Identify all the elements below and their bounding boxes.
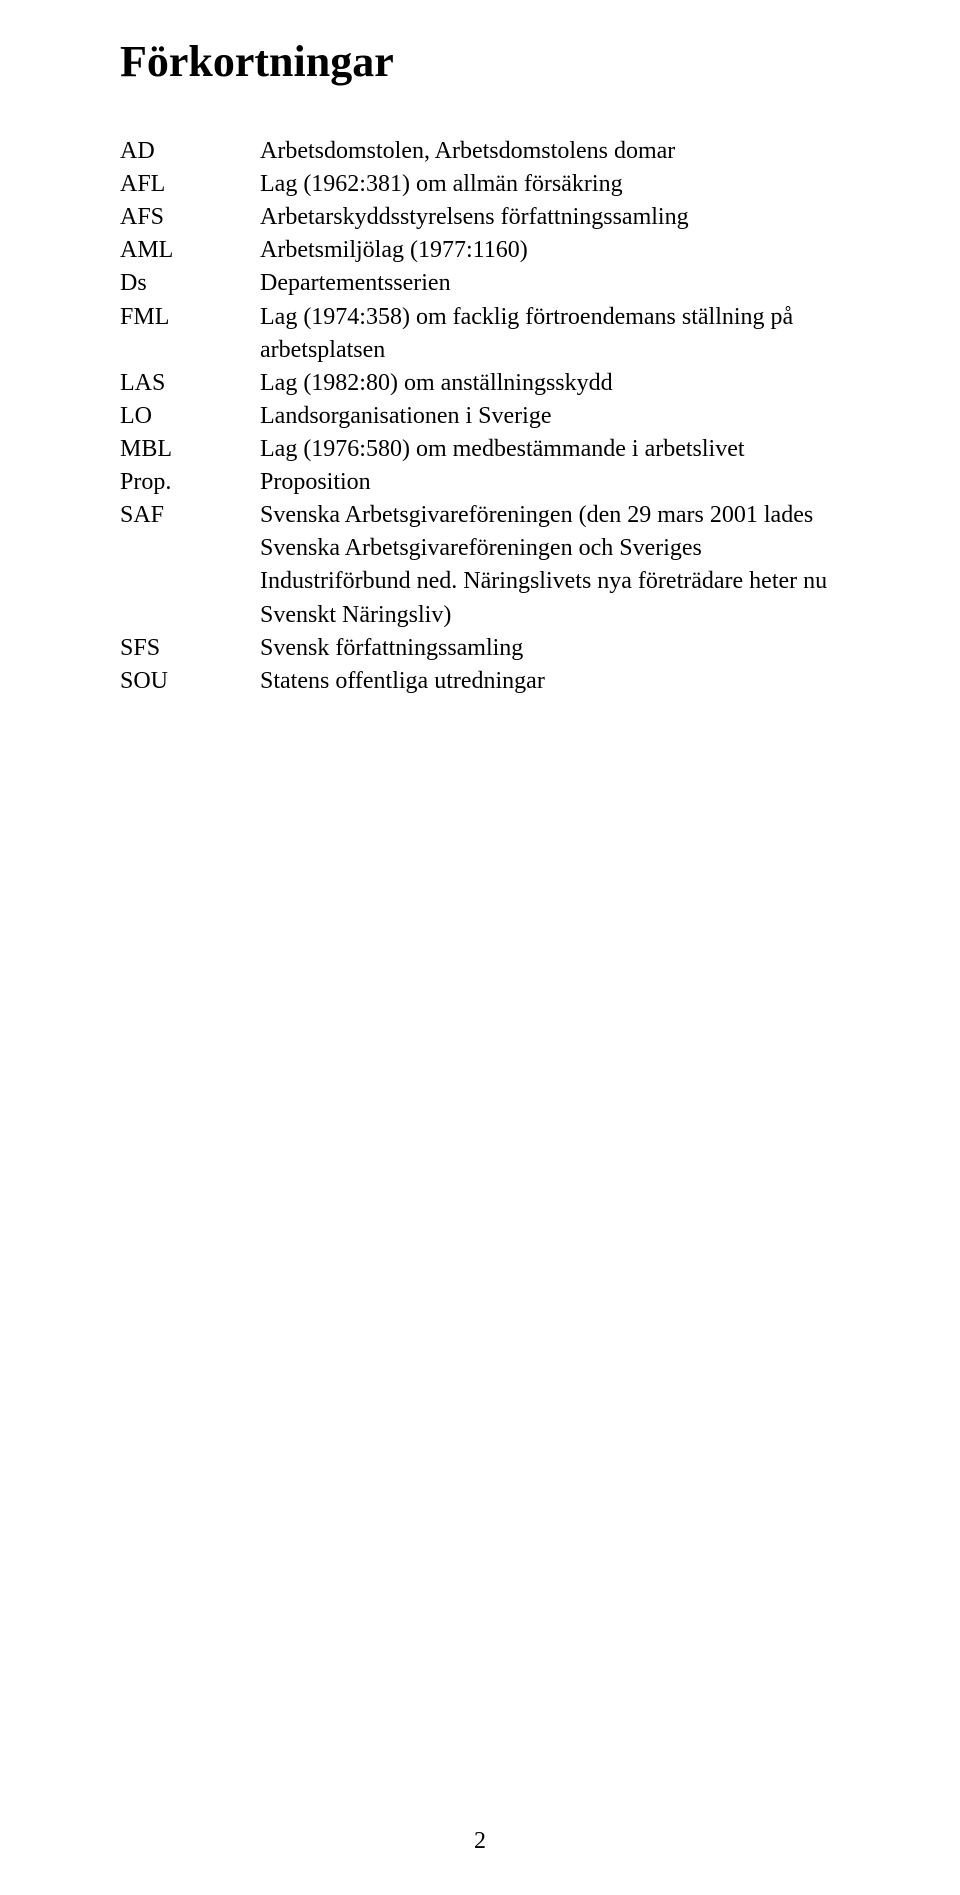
abbr-value: Arbetsdomstolen, Arbetsdomstolens domar: [260, 135, 840, 168]
abbr-value: Lag (1982:80) om anställningsskydd: [260, 367, 840, 400]
abbr-key: AML: [120, 234, 260, 267]
abbr-row: SFS Svensk författningssamling: [120, 632, 840, 665]
abbr-value: Departementsserien: [260, 267, 840, 300]
abbr-value: Svensk författningssamling: [260, 632, 840, 665]
abbr-row: LO Landsorganisationen i Sverige: [120, 400, 840, 433]
abbr-key: LAS: [120, 367, 260, 400]
abbr-value: Proposition: [260, 466, 840, 499]
page-heading: Förkortningar: [120, 36, 840, 87]
abbr-value: Lag (1974:358) om facklig förtroendemans…: [260, 301, 840, 367]
abbr-value: Arbetsmiljölag (1977:1160): [260, 234, 840, 267]
abbr-row: AD Arbetsdomstolen, Arbetsdomstolens dom…: [120, 135, 840, 168]
abbr-row: Ds Departementsserien: [120, 267, 840, 300]
abbr-key: AFS: [120, 201, 260, 234]
abbr-row: SAF Svenska Arbetsgivareföreningen (den …: [120, 499, 840, 631]
abbr-value: Svenska Arbetsgivareföreningen (den 29 m…: [260, 499, 840, 631]
abbr-value: Lag (1976:580) om medbestämmande i arbet…: [260, 433, 840, 466]
abbr-key: Ds: [120, 267, 260, 300]
abbr-key: SAF: [120, 499, 260, 532]
page-number: 2: [0, 1828, 960, 1855]
abbr-key: MBL: [120, 433, 260, 466]
abbr-row: MBL Lag (1976:580) om medbestämmande i a…: [120, 433, 840, 466]
abbr-key: LO: [120, 400, 260, 433]
document-page: Förkortningar AD Arbetsdomstolen, Arbets…: [0, 0, 960, 1895]
abbr-key: FML: [120, 301, 260, 334]
abbr-row: FML Lag (1974:358) om facklig förtroende…: [120, 301, 840, 367]
abbr-key: SFS: [120, 632, 260, 665]
abbr-row: LAS Lag (1982:80) om anställningsskydd: [120, 367, 840, 400]
abbr-value: Landsorganisationen i Sverige: [260, 400, 840, 433]
abbr-row: SOU Statens offentliga utredningar: [120, 665, 840, 698]
abbr-row: Prop. Proposition: [120, 466, 840, 499]
abbr-row: AFS Arbetarskyddsstyrelsens författnings…: [120, 201, 840, 234]
abbr-key: AFL: [120, 168, 260, 201]
abbr-row: AFL Lag (1962:381) om allmän försäkring: [120, 168, 840, 201]
abbr-value: Statens offentliga utredningar: [260, 665, 840, 698]
abbr-key: AD: [120, 135, 260, 168]
abbreviation-list: AD Arbetsdomstolen, Arbetsdomstolens dom…: [120, 135, 840, 698]
abbr-value: Arbetarskyddsstyrelsens författningssaml…: [260, 201, 840, 234]
abbr-key: Prop.: [120, 466, 260, 499]
abbr-key: SOU: [120, 665, 260, 698]
abbr-value: Lag (1962:381) om allmän försäkring: [260, 168, 840, 201]
abbr-row: AML Arbetsmiljölag (1977:1160): [120, 234, 840, 267]
